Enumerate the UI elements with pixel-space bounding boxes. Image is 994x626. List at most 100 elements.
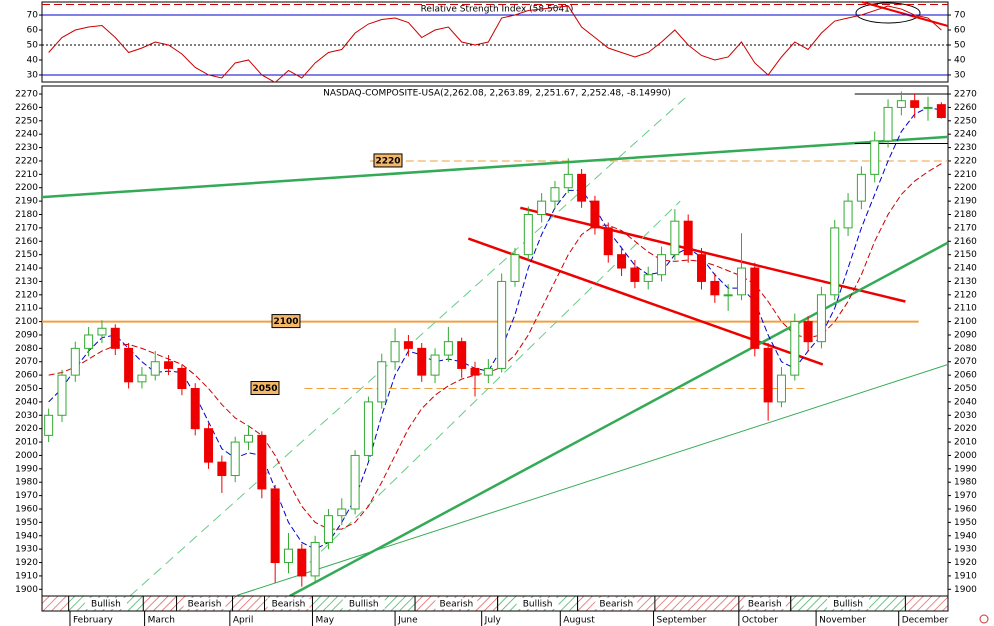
y-tick-label: 1960 — [15, 504, 38, 514]
signal-label-bg — [516, 598, 559, 609]
signal-label: Bearish — [188, 600, 222, 610]
candle-body — [323, 515, 333, 543]
y-tick-label: 2100 — [15, 317, 38, 327]
y-tick-label: 2040 — [15, 397, 38, 407]
candle-body — [896, 100, 906, 108]
candle-body — [870, 140, 880, 175]
candle-body — [137, 374, 147, 383]
candle-body — [830, 227, 840, 296]
y-tick-label: 2210 — [15, 170, 38, 180]
signal-label-bg — [267, 598, 310, 609]
y-tick-label: 2090 — [15, 330, 38, 340]
y-tick-label-right: 1920 — [954, 558, 977, 568]
y-tick-label: 2010 — [15, 438, 38, 448]
candle-body — [790, 321, 800, 376]
y-tick-label: 2270 — [15, 90, 38, 100]
y-tick-label: 1910 — [15, 571, 38, 581]
y-tick-label-right: 2240 — [954, 130, 977, 140]
candle-body — [57, 374, 67, 416]
y-tick-label: 2170 — [15, 223, 38, 233]
y-tick-label: 60 — [27, 26, 39, 36]
candle-body — [297, 548, 307, 577]
y-tick-label: 2190 — [15, 197, 38, 207]
signal-label-bg — [183, 598, 226, 609]
candle-body — [550, 187, 560, 202]
candle-body — [457, 341, 467, 369]
y-tick-label: 2230 — [15, 143, 38, 153]
trendline — [235, 363, 948, 596]
level-label-box — [250, 381, 280, 396]
close-icon[interactable] — [979, 614, 989, 624]
y-tick-label-right: 2060 — [954, 371, 977, 381]
candle-body — [750, 267, 760, 349]
y-tick-label-right: 2130 — [954, 277, 977, 287]
x-tick-label: September — [657, 616, 707, 626]
rsi-annotation-ellipse — [855, 2, 921, 24]
y-tick-label: 1980 — [15, 478, 38, 488]
candle-body — [723, 294, 733, 297]
y-tick-label-right: 2150 — [954, 250, 977, 260]
candle-body — [510, 254, 520, 282]
y-tick-label-right: 1910 — [954, 571, 977, 581]
trendline — [42, 135, 948, 199]
trendline — [520, 206, 906, 303]
x-tick-label: November — [819, 616, 866, 626]
candle-body — [403, 341, 413, 349]
candle-body — [244, 434, 254, 443]
y-tick-label-right: 2090 — [954, 330, 977, 340]
candle-body — [537, 200, 547, 216]
y-tick-label-right: 2170 — [954, 223, 977, 233]
signal-label-bg — [827, 598, 870, 609]
x-tick-label: April — [233, 616, 254, 626]
y-tick-label: 2250 — [15, 116, 38, 126]
candle-body — [843, 200, 853, 229]
y-tick-label: 40 — [27, 55, 39, 65]
y-tick-label-right: 2180 — [954, 210, 977, 220]
y-tick-label: 70 — [27, 11, 39, 21]
y-tick-label-right: 1930 — [954, 545, 977, 555]
y-tick-label: 2000 — [15, 451, 38, 461]
candle-body — [923, 106, 933, 109]
candle-body — [630, 267, 640, 282]
candle-body — [230, 441, 240, 477]
x-tick-label: July — [484, 616, 502, 626]
level-label: 2100 — [273, 317, 298, 327]
candle-body — [470, 367, 480, 376]
y-tick-label-right: 1980 — [954, 478, 977, 488]
signal-label: Bearish — [439, 600, 473, 610]
y-tick-label-right: 2210 — [954, 170, 977, 180]
y-tick-label-right: 2200 — [954, 183, 977, 193]
y-tick-label-right: 2250 — [954, 116, 977, 126]
y-tick-label: 2180 — [15, 210, 38, 220]
y-tick-label-right: 50 — [954, 40, 966, 50]
candle-body — [430, 354, 440, 376]
y-tick-label-right: 2230 — [954, 143, 977, 153]
candle-body — [523, 214, 533, 256]
candle-body — [497, 280, 507, 369]
y-tick-label-right: 1970 — [954, 491, 977, 501]
level-label-box — [271, 314, 301, 329]
trendline — [289, 241, 948, 596]
y-tick-label: 30 — [27, 70, 39, 80]
y-tick-label-right: 2050 — [954, 384, 977, 394]
candle-body — [643, 274, 653, 282]
y-tick-label: 1920 — [15, 558, 38, 568]
y-tick-label: 2110 — [15, 304, 38, 314]
y-tick-label-right: 1960 — [954, 504, 977, 514]
candle-body — [283, 548, 293, 564]
candle-body — [84, 334, 94, 349]
y-tick-label: 2140 — [15, 264, 38, 274]
x-tick-label: October — [742, 616, 778, 626]
candle-body — [377, 361, 387, 403]
candle-body — [363, 401, 373, 456]
y-tick-label-right: 2160 — [954, 237, 977, 247]
candle-body — [776, 374, 786, 403]
y-tick-label-right: 40 — [954, 55, 966, 65]
candle-body — [910, 100, 920, 108]
plot-area — [42, 91, 948, 596]
y-tick-label-right: 1940 — [954, 531, 977, 541]
y-tick-label: 2060 — [15, 371, 38, 381]
x-tick-label: June — [397, 616, 418, 626]
candle-body — [270, 488, 280, 564]
